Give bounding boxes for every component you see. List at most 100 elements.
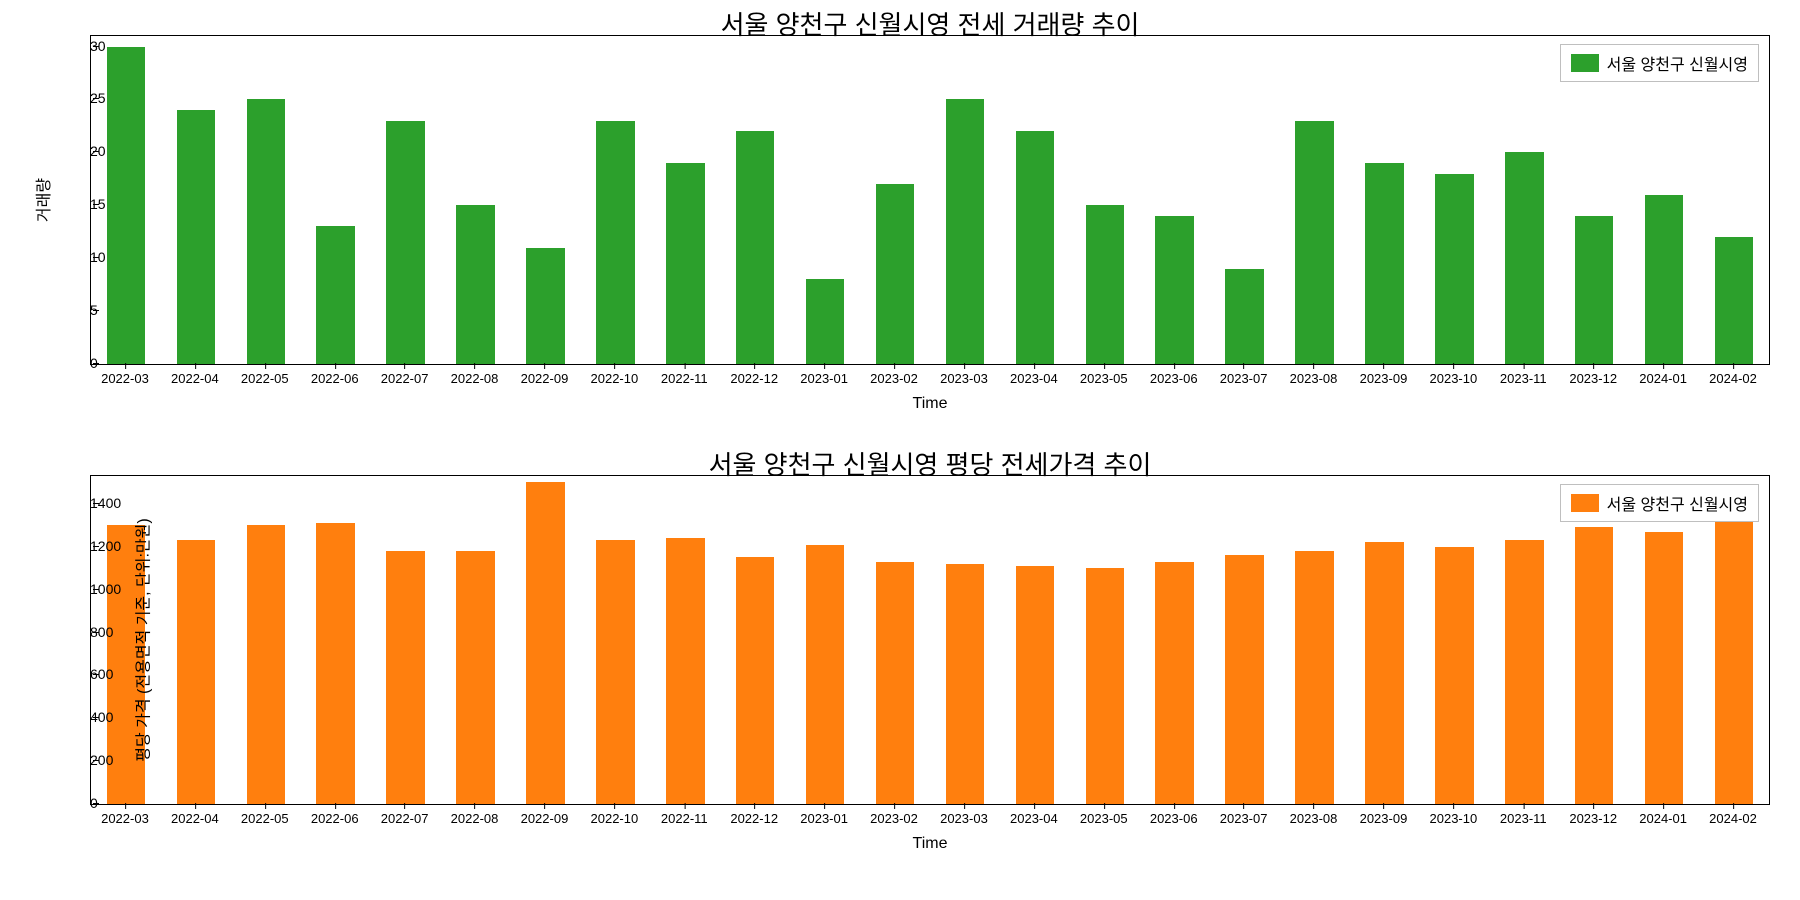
x-tick: 2023-01	[800, 363, 848, 386]
top-subplot: 서울 양천구 신월시영 전세 거래량 추이 서울 양천구 신월시영 거래량 Ti…	[90, 35, 1770, 365]
top-bars	[91, 36, 1769, 364]
x-tick: 2023-11	[1500, 803, 1547, 826]
top-plot-area: 서울 양천구 신월시영	[90, 35, 1770, 365]
x-tick: 2023-03	[940, 803, 988, 826]
x-tick: 2023-11	[1500, 363, 1547, 386]
y-tick: 1200	[90, 538, 98, 554]
bar	[1295, 121, 1333, 364]
bar	[1295, 551, 1333, 804]
x-tick: 2024-01	[1639, 363, 1687, 386]
bar	[177, 110, 215, 364]
bar	[1505, 540, 1543, 804]
x-tick: 2023-09	[1360, 803, 1408, 826]
bar	[596, 121, 634, 364]
y-tick: 0	[90, 795, 98, 811]
y-tick: 15	[90, 196, 98, 212]
y-tick: 0	[90, 355, 98, 371]
x-tick: 2022-04	[171, 803, 219, 826]
bar	[316, 226, 354, 364]
bar	[1016, 566, 1054, 804]
bar	[1435, 174, 1473, 364]
y-tick: 10	[90, 249, 98, 265]
top-x-label: Time	[913, 395, 948, 413]
x-tick: 2022-08	[451, 363, 499, 386]
x-tick: 2024-01	[1639, 803, 1687, 826]
bar	[946, 564, 984, 804]
x-tick: 2022-06	[311, 803, 359, 826]
bar	[386, 551, 424, 804]
bar	[526, 248, 564, 364]
bar	[1155, 216, 1193, 364]
y-tick: 200	[90, 752, 98, 768]
y-tick: 30	[90, 38, 98, 54]
x-tick: 2022-12	[730, 803, 778, 826]
bottom-plot-area: 서울 양천구 신월시영	[90, 475, 1770, 805]
bar	[1365, 542, 1403, 804]
bar	[456, 551, 494, 804]
x-tick: 2023-09	[1360, 363, 1408, 386]
bottom-subplot: 서울 양천구 신월시영 평당 전세가격 추이 서울 양천구 신월시영 평당 가격…	[90, 475, 1770, 805]
bar	[806, 279, 844, 364]
bar	[1086, 205, 1124, 364]
x-tick: 2023-04	[1010, 363, 1058, 386]
bar	[666, 538, 704, 804]
bar	[1715, 237, 1753, 364]
x-tick: 2023-12	[1569, 363, 1617, 386]
x-tick: 2022-08	[451, 803, 499, 826]
bar	[1155, 562, 1193, 804]
x-tick: 2023-03	[940, 363, 988, 386]
y-tick: 400	[90, 709, 98, 725]
bar	[1645, 195, 1683, 364]
x-tick: 2022-05	[241, 803, 289, 826]
bar	[177, 540, 215, 804]
bar	[1645, 532, 1683, 804]
x-tick: 2024-02	[1709, 363, 1757, 386]
bottom-legend-label: 서울 양천구 신월시영	[1607, 491, 1748, 515]
bar	[1225, 555, 1263, 804]
x-tick: 2022-06	[311, 363, 359, 386]
bar	[386, 121, 424, 364]
x-tick: 2022-09	[521, 363, 569, 386]
top-legend-swatch	[1571, 54, 1599, 72]
bar	[596, 540, 634, 804]
x-tick: 2023-02	[870, 803, 918, 826]
top-y-label: 거래량	[30, 178, 54, 222]
x-tick: 2023-07	[1220, 803, 1268, 826]
bar	[316, 523, 354, 804]
x-tick: 2023-05	[1080, 363, 1128, 386]
x-tick: 2024-02	[1709, 803, 1757, 826]
bottom-legend-swatch	[1571, 494, 1599, 512]
x-tick: 2023-12	[1569, 803, 1617, 826]
bar	[1435, 547, 1473, 804]
x-tick: 2022-05	[241, 363, 289, 386]
bar	[1575, 216, 1613, 364]
x-tick: 2022-10	[591, 803, 639, 826]
bar	[806, 545, 844, 804]
x-tick: 2022-09	[521, 803, 569, 826]
y-tick: 1000	[90, 581, 98, 597]
figure: 서울 양천구 신월시영 전세 거래량 추이 서울 양천구 신월시영 거래량 Ti…	[0, 0, 1800, 900]
bar	[736, 131, 774, 364]
bar	[1575, 527, 1613, 804]
bottom-bars	[91, 476, 1769, 804]
bottom-y-label: 평당 가격 (전용면적 기준, 단위:만원)	[130, 518, 154, 761]
x-tick: 2022-10	[591, 363, 639, 386]
bar	[876, 562, 914, 804]
x-tick: 2023-02	[870, 363, 918, 386]
bar	[1086, 568, 1124, 804]
x-tick: 2023-10	[1430, 803, 1478, 826]
x-tick: 2023-06	[1150, 803, 1198, 826]
x-tick: 2023-08	[1290, 363, 1338, 386]
x-tick: 2022-03	[101, 803, 149, 826]
bar	[666, 163, 704, 364]
x-tick: 2022-04	[171, 363, 219, 386]
bar	[1225, 269, 1263, 364]
x-tick: 2022-03	[101, 363, 149, 386]
bottom-x-label: Time	[913, 835, 948, 853]
x-tick: 2022-12	[730, 363, 778, 386]
x-tick: 2023-04	[1010, 803, 1058, 826]
bar	[107, 47, 145, 364]
bottom-legend: 서울 양천구 신월시영	[1560, 484, 1759, 522]
x-tick: 2023-08	[1290, 803, 1338, 826]
x-tick: 2023-07	[1220, 363, 1268, 386]
